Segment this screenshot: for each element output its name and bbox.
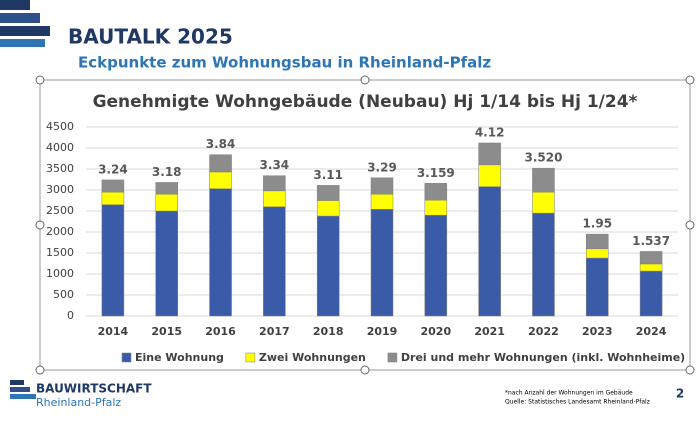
slide-title: BAUTALK 2025 (68, 25, 233, 49)
x-tick-label: 2017 (259, 325, 290, 338)
logo-text: BAUWIRTSCHAFT (36, 382, 152, 396)
chart-title: Genehmigte Wohngebäude (Neubau) Hj 1/14 … (93, 92, 638, 112)
bar-segment (424, 214, 448, 317)
bar-segment (263, 206, 286, 317)
bar-segment (155, 182, 178, 195)
y-tick-label: 2000 (46, 225, 74, 238)
legend-label: Drei und mehr Wohnungen (inkl. Wohnheime… (401, 351, 685, 364)
y-tick-label: 1000 (46, 267, 74, 280)
bar-segment (586, 257, 609, 317)
bar-segment (209, 188, 232, 317)
total-label: 1.537 (632, 234, 670, 248)
bar-segment (478, 186, 501, 317)
total-label: 3.11 (313, 168, 343, 182)
bar-segment (532, 212, 555, 317)
x-tick-label: 2014 (98, 325, 129, 338)
frame-handles (35, 75, 695, 375)
logo-top (0, 0, 50, 47)
bar-segment (263, 175, 286, 192)
x-tick-label: 2022 (528, 325, 559, 338)
x-tick-label: 2024 (636, 325, 667, 338)
legend-swatch (121, 352, 132, 363)
x-tick-label: 2020 (421, 325, 452, 338)
legend-label: Eine Wohnung (135, 351, 224, 364)
bar-segment (155, 210, 178, 317)
bar-segment (370, 177, 394, 195)
y-tick-label: 1500 (46, 246, 74, 259)
bar-segment (532, 167, 555, 193)
y-tick-label: 0 (67, 309, 74, 322)
y-tick-label: 4500 (46, 120, 74, 133)
bar-segment (639, 270, 663, 317)
bar-segment (532, 191, 555, 214)
x-tick-label: 2023 (582, 325, 613, 338)
slide-subtitle: Eckpunkte zum Wohnungsbau in Rheinland-P… (78, 54, 491, 72)
bar-segment (370, 209, 394, 317)
bar-segment (209, 171, 232, 189)
footnote: *nach Anzahl der Wohnungen im Gebäude (505, 390, 633, 397)
bar-segment (639, 263, 663, 272)
y-tick-label: 3000 (46, 183, 74, 196)
legend-label: Zwei Wohnungen (259, 351, 366, 364)
bar-segment (209, 154, 232, 173)
bar-segment (586, 248, 609, 259)
total-label: 4.12 (475, 125, 505, 139)
logo-bottom (10, 380, 36, 399)
total-label: 3.520 (524, 151, 562, 165)
bar-segment (263, 190, 286, 208)
y-tick-label: 3500 (46, 162, 74, 175)
y-tick-label: 4000 (46, 141, 74, 154)
total-label: 3.34 (260, 158, 290, 172)
x-tick-label: 2018 (313, 325, 344, 338)
y-tick-label: 500 (53, 288, 74, 301)
x-tick-label: 2019 (367, 325, 398, 338)
bar-segment (478, 164, 501, 187)
bar-segment (316, 185, 340, 201)
bar-segment (424, 183, 448, 201)
x-tick-label: 2016 (205, 325, 236, 338)
bar-segment (101, 204, 125, 317)
total-label: 3.159 (417, 166, 455, 180)
footnote: Quelle: Statistisches Landesamt Rheinlan… (505, 399, 650, 406)
page-number: 2 (676, 387, 684, 401)
bar-segment (316, 200, 340, 217)
bar-segment (155, 193, 178, 212)
bar-segment (101, 191, 125, 205)
bar-segment (370, 193, 394, 210)
legend-swatch (245, 352, 256, 363)
total-label: 3.29 (367, 160, 397, 174)
bar-segment (316, 215, 340, 317)
total-label: 3.18 (152, 165, 182, 179)
bar-segment (639, 251, 663, 265)
bar-segment (424, 199, 448, 216)
bar-segment (478, 142, 501, 166)
x-tick-label: 2015 (151, 325, 182, 338)
legend-swatch (387, 352, 398, 363)
bar-segment (101, 179, 125, 193)
total-label: 3.84 (206, 137, 236, 151)
y-tick-label: 2500 (46, 204, 74, 217)
bar-segment (586, 233, 609, 250)
x-tick-label: 2021 (474, 325, 505, 338)
logo-text: Rheinland-Pfalz (36, 396, 121, 409)
total-label: 3.24 (98, 162, 128, 176)
total-label: 1.95 (582, 217, 612, 231)
